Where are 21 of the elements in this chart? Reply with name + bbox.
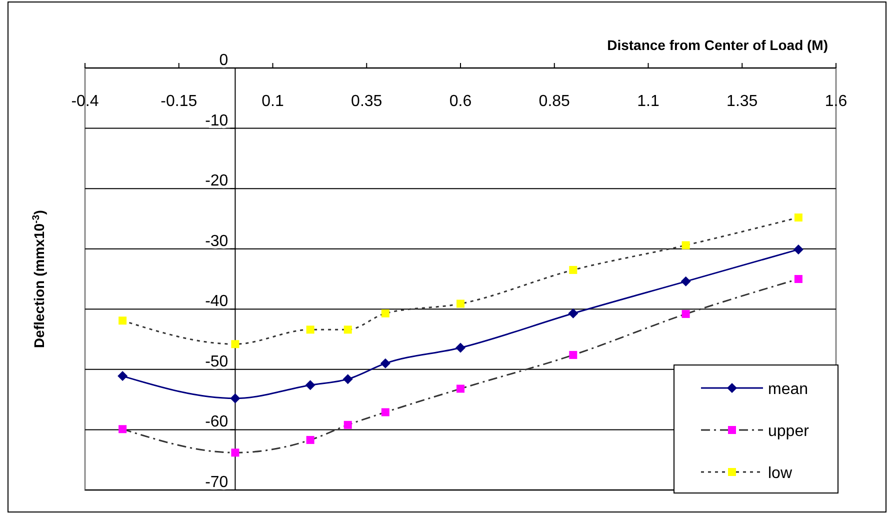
- y-tick-label: -40: [205, 293, 228, 310]
- legend-label: mean: [768, 381, 808, 398]
- y-tick-label: -60: [205, 414, 228, 431]
- x-tick-label: 0.1: [262, 93, 284, 110]
- x-tick-label: 1.1: [637, 93, 660, 110]
- y-tick-label: -10: [205, 112, 228, 130]
- x-axis-title: Distance from Center of Load (M): [607, 37, 828, 53]
- x-tick-label: -0.15: [160, 93, 198, 110]
- y-tick-label: -20: [205, 172, 228, 190]
- x-tick-label: 1.35: [726, 93, 758, 110]
- x-tick-label: 0.35: [351, 93, 382, 110]
- x-tick-label: 0.85: [538, 93, 570, 110]
- y-tick-label: 0: [219, 52, 228, 69]
- legend-label: upper: [768, 423, 810, 440]
- y-tick-label: -70: [205, 474, 228, 491]
- legend-label: low: [768, 465, 792, 482]
- y-tick-label: -30: [205, 232, 228, 250]
- x-tick-label: 1.6: [824, 93, 848, 110]
- y-tick-label: -50: [205, 353, 228, 370]
- x-tick-label: -0.4: [71, 93, 99, 110]
- x-tick-label: 0.6: [449, 93, 472, 110]
